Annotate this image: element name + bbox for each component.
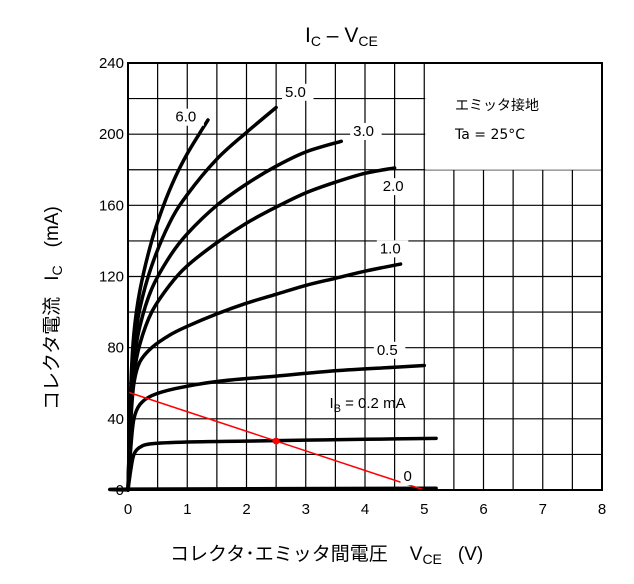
series-label: 5.0 [285, 84, 306, 101]
y-tick-label: 200 [99, 126, 124, 143]
series-line-3_0 [126, 139, 344, 492]
chart-title: IC – VCE [305, 24, 378, 49]
series-label-bg [376, 240, 409, 258]
series-label: 0 [404, 468, 412, 485]
series-line-0_2 [126, 436, 438, 492]
series-label: 1.0 [380, 240, 401, 257]
x-tick-label: 3 [302, 501, 310, 518]
x-tick-label: 8 [598, 501, 606, 518]
plot-frame [127, 62, 603, 491]
y-tick-label: 160 [99, 197, 124, 214]
annotation-box [425, 64, 601, 170]
annotation-line-2: Ta = 25°C [454, 127, 525, 143]
x-tick-label: 1 [183, 501, 191, 518]
y-axis-label: コレクタ電流IC(mA) [41, 206, 65, 410]
curves [108, 105, 438, 492]
curve-labels: 0 IB = 0.2 mA 0.5 1.0 2.0 3.0 5.0 6.0 [172, 83, 416, 486]
x-tick-label: 7 [539, 501, 547, 518]
series-label: 6.0 [175, 109, 196, 126]
y-tick-label: 120 [99, 269, 124, 286]
series-label-bg [172, 108, 204, 126]
series-label-bg [379, 178, 412, 196]
series-label-bg [350, 122, 382, 140]
x-tick-label: 2 [242, 501, 250, 518]
series-label: 3.0 [353, 123, 374, 140]
series-label: 2.0 [383, 178, 404, 195]
x-tick-label: 6 [479, 501, 487, 518]
x-tick-label: 4 [361, 501, 369, 518]
series-label: 0.5 [377, 342, 398, 359]
annotation-line-1: エミッタ接地 [455, 97, 539, 114]
x-tick-label: 0 [124, 501, 132, 518]
series-line-6_0 [126, 118, 210, 492]
x-axis-label: コレクタ･エミッタ間電圧 VCE (V) [170, 543, 483, 567]
operating-point [272, 437, 280, 445]
y-tick-label: 80 [107, 340, 124, 357]
y-tick-label: 40 [107, 411, 124, 428]
series-label-bg [400, 468, 416, 486]
series-line-5_0 [126, 105, 278, 492]
y-tick-label: 240 [99, 55, 124, 72]
series-label: IB = 0.2 mA [329, 395, 405, 415]
series-line-0 [108, 486, 438, 492]
series-label-bg [282, 83, 314, 101]
x-tick-label: 5 [420, 501, 428, 518]
series-line-0_5 [126, 363, 426, 492]
series-label-bg [373, 341, 406, 359]
